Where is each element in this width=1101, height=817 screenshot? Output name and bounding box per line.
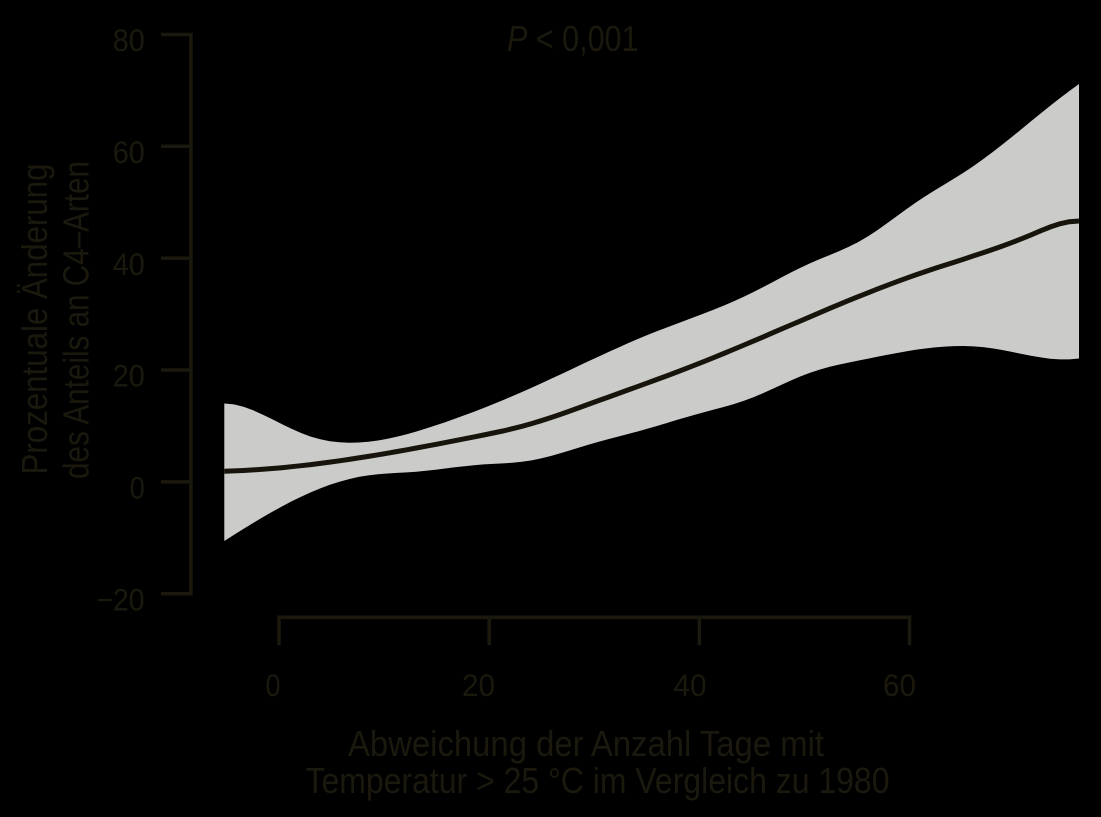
svg-text:P < 0,001: P < 0,001 [507,18,639,59]
svg-text:0: 0 [130,470,145,506]
svg-text:20: 20 [462,667,495,703]
svg-text:80: 80 [113,22,145,58]
svg-text:40: 40 [113,246,145,282]
svg-text:60: 60 [883,667,916,703]
svg-text:0: 0 [266,667,281,703]
svg-text:60: 60 [113,134,145,170]
svg-text:Abweichung der Anzahl Tage mit: Abweichung der Anzahl Tage mit [348,723,824,764]
svg-text:des Anteils an C4–Arten: des Anteils an C4–Arten [56,161,97,479]
svg-text:Prozentuale Änderung: Prozentuale Änderung [14,164,55,475]
svg-text:Temperatur > 25 °C im Vergleic: Temperatur > 25 °C im Vergleich zu 1980 [306,760,890,801]
svg-text:−20: −20 [97,581,145,617]
svg-text:20: 20 [113,358,145,394]
svg-text:40: 40 [674,667,707,703]
